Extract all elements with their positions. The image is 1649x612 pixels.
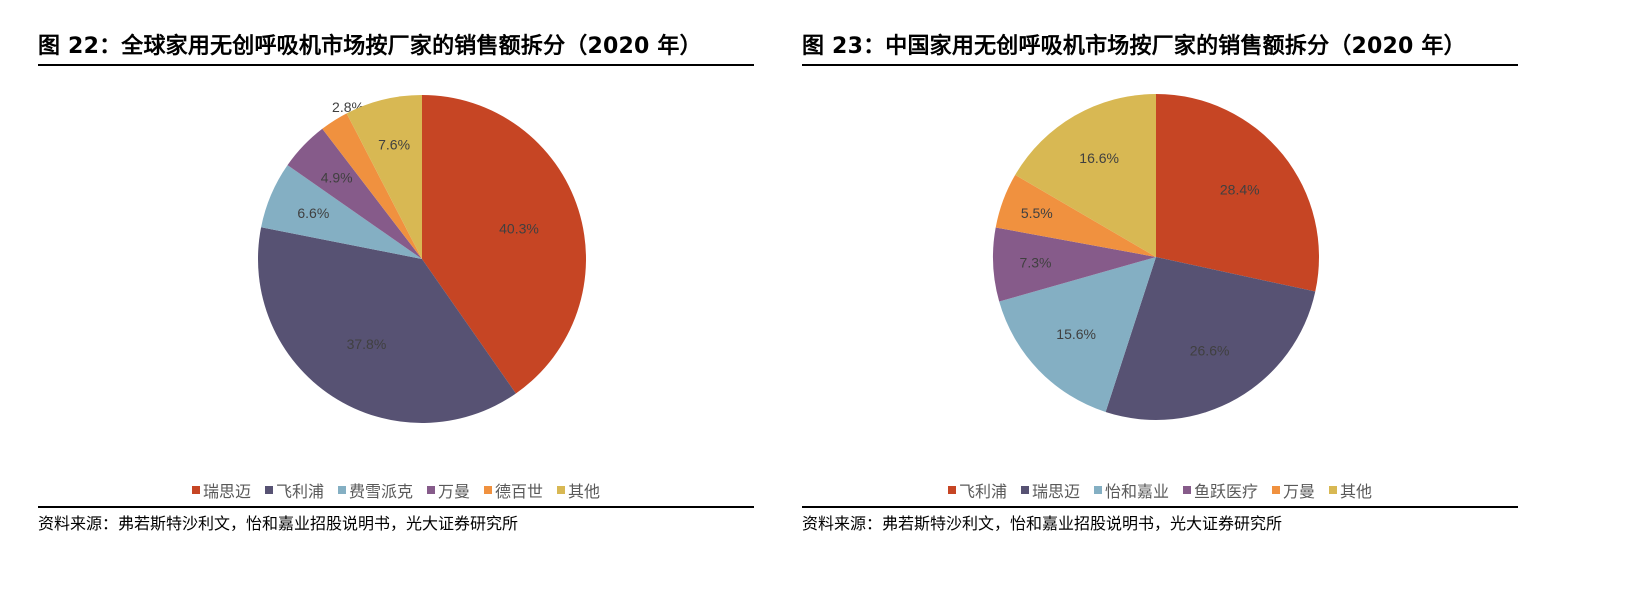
legend-item: 德百世 <box>484 478 543 502</box>
figure-title: 图 23：中国家用无创呼吸机市场按厂家的销售额拆分（2020 年） <box>802 34 1466 59</box>
legend-item: 其他 <box>557 478 600 502</box>
slice-label: 28.4% <box>1220 181 1260 197</box>
legend-label: 鱼跃医疗 <box>1194 482 1259 501</box>
legend-item: 飞利浦 <box>264 478 324 502</box>
legend-item: 瑞思迈 <box>191 478 251 502</box>
pie-slice <box>422 95 586 394</box>
pie-slice <box>1015 94 1156 257</box>
pie-slice <box>999 257 1156 413</box>
pie-slice <box>1105 257 1316 420</box>
legend-item: 万曼 <box>1272 478 1315 502</box>
slice-label: 6.6% <box>297 205 329 221</box>
slice-label: 40.3% <box>499 220 539 236</box>
pie-slice <box>261 165 422 259</box>
legend-item: 其他 <box>1329 478 1372 502</box>
slice-label: 16.6% <box>1079 150 1119 166</box>
legend-item: 瑞思迈 <box>1020 478 1080 502</box>
legend-swatch-icon <box>427 486 435 494</box>
legend-label: 怡和嘉业 <box>1104 482 1169 501</box>
legend-label: 万曼 <box>1283 482 1316 501</box>
legend-swatch-icon <box>1020 486 1029 494</box>
legend-label: 费雪派克 <box>348 482 413 501</box>
title-divider <box>802 64 1518 66</box>
source-divider <box>38 506 754 508</box>
chart-legend: 瑞思迈 飞利浦 费雪派克 万曼 德百世 其他 <box>38 478 754 502</box>
pie-slice <box>993 227 1156 302</box>
slice-label: 7.6% <box>378 136 410 152</box>
legend-label: 瑞思迈 <box>1031 482 1080 501</box>
title-divider <box>38 64 754 66</box>
legend-swatch-icon <box>191 486 200 494</box>
legend-item: 万曼 <box>427 478 470 502</box>
legend-swatch-icon <box>264 486 273 494</box>
legend-swatch-icon <box>557 486 566 494</box>
source-note: 资料来源：弗若斯特沙利文，怡和嘉业招股说明书，光大证券研究所 <box>38 514 519 533</box>
slice-label: 37.8% <box>347 336 387 352</box>
legend-label: 其他 <box>568 482 601 501</box>
pie-slice <box>346 95 422 259</box>
global-pie-chart: 40.3%37.8%6.6%4.9%2.8%7.6% <box>258 95 586 423</box>
slice-label: 4.9% <box>321 169 353 185</box>
slice-label: 5.5% <box>1021 205 1053 221</box>
legend-label: 其他 <box>1340 482 1373 501</box>
legend-item: 鱼跃医疗 <box>1183 478 1258 502</box>
pie-slice <box>258 227 516 423</box>
legend-swatch-icon <box>1329 486 1338 494</box>
pie-slice <box>995 174 1156 257</box>
legend-item: 费雪派克 <box>337 478 413 502</box>
legend-label: 瑞思迈 <box>202 482 251 501</box>
figure-title: 图 22：全球家用无创呼吸机市场按厂家的销售额拆分（2020 年） <box>38 34 702 59</box>
legend-label: 飞利浦 <box>275 482 324 501</box>
legend-label: 德百世 <box>495 482 544 501</box>
source-divider <box>802 506 1518 508</box>
pie-slice <box>322 113 422 259</box>
legend-swatch-icon <box>484 486 493 494</box>
slice-label: 15.6% <box>1056 326 1096 342</box>
legend-item: 飞利浦 <box>947 478 1007 502</box>
slice-label: 26.6% <box>1190 342 1230 358</box>
legend-swatch-icon <box>337 486 346 494</box>
pie-slice <box>1156 94 1319 292</box>
legend-label: 飞利浦 <box>958 482 1007 501</box>
chart-legend: 飞利浦 瑞思迈 怡和嘉业 鱼跃医疗 万曼 其他 <box>802 478 1518 502</box>
source-note: 资料来源：弗若斯特沙利文，怡和嘉业招股说明书，光大证券研究所 <box>802 514 1283 533</box>
legend-swatch-icon <box>1093 486 1102 494</box>
legend-label: 万曼 <box>438 482 471 501</box>
china-pie-chart: 28.4% 26.6% 15.6% 7.3% 5.5% 16.6% <box>993 94 1319 420</box>
legend-swatch-icon <box>947 486 956 494</box>
legend-item: 怡和嘉业 <box>1093 478 1169 502</box>
slice-label: 7.3% <box>1020 255 1052 271</box>
legend-swatch-icon <box>1272 486 1281 494</box>
legend-swatch-icon <box>1183 486 1191 494</box>
pie-slice <box>287 128 422 259</box>
